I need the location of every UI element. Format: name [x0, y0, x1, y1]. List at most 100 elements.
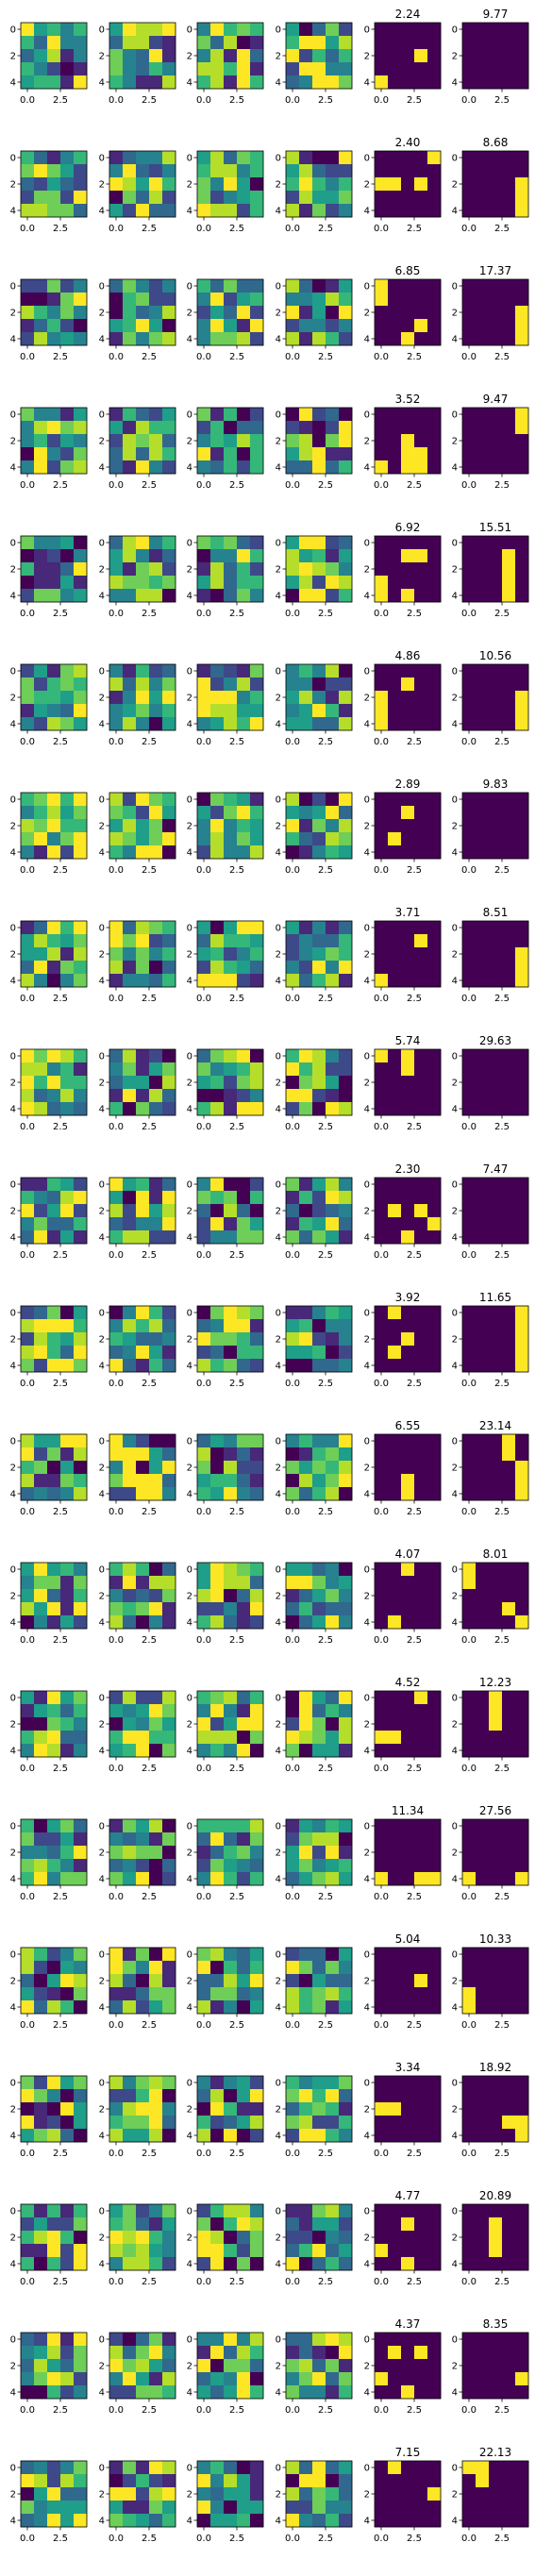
- heatmap-cell: [210, 2372, 225, 2386]
- heatmap-cell: [60, 1102, 75, 1116]
- x-tick-label: 0.0: [20, 994, 35, 1004]
- heatmap-cell: [74, 191, 88, 205]
- y-tick-label: 4: [364, 2132, 370, 2142]
- heatmap-cell: [414, 2385, 428, 2400]
- heatmap-cell: [210, 1704, 225, 1718]
- heatmap-cell: [375, 421, 389, 435]
- x-tick-label: 2.5: [53, 352, 68, 362]
- x-tick-label: 2.5: [318, 1250, 333, 1261]
- heatmap-cell: [339, 1474, 353, 1488]
- heatmap-cell: [401, 1089, 415, 1103]
- heatmap-cell: [149, 1717, 163, 1731]
- heatmap-cell: [197, 1191, 211, 1205]
- heatmap-cell: [502, 1487, 516, 1501]
- heatmap-cell: [162, 974, 176, 988]
- heatmap-cell: [210, 1589, 225, 1603]
- heatmap-cell: [462, 1819, 477, 1833]
- heatmap-cell: [326, 1859, 340, 1873]
- heatmap-cell: [47, 421, 61, 435]
- heatmap-cell: [47, 947, 61, 962]
- y-tick-label: 2: [276, 180, 281, 191]
- heatmap-cell: [401, 1859, 415, 1873]
- y-tick-label: 4: [276, 2132, 281, 2142]
- y-tick-label: 2: [10, 565, 16, 576]
- heatmap-cell: [312, 562, 326, 577]
- x-tick-label: 2.5: [318, 2405, 333, 2416]
- heatmap-cell: [515, 164, 529, 178]
- heatmap-cell: [109, 151, 124, 165]
- x-tick-label: 0.0: [285, 480, 300, 491]
- heatmap-cell: [197, 1589, 211, 1603]
- heatmap-cell: [136, 2257, 150, 2271]
- heatmap-cell: [312, 2461, 326, 2475]
- heatmap-cell: [21, 2501, 35, 2515]
- heatmap-cell: [224, 1447, 238, 1462]
- heatmap-cell: [502, 1563, 516, 1577]
- heatmap-cell: [197, 1346, 211, 1360]
- heatmap-cell: [489, 576, 503, 590]
- heatmap-cell: [47, 832, 61, 846]
- heatmap-cell: [326, 2346, 340, 2360]
- heatmap-cell: [197, 2244, 211, 2258]
- heatmap-cell: [250, 2461, 264, 2475]
- heatmap-cell: [224, 2346, 238, 2360]
- heatmap-cell: [224, 576, 238, 590]
- heatmap-cell: [197, 75, 211, 90]
- heatmap-cell: [476, 793, 490, 807]
- heatmap-cell: [286, 1602, 300, 1616]
- heatmap-cell: [74, 177, 88, 192]
- heatmap-cell: [47, 2244, 61, 2258]
- heatmap-cell: [489, 1846, 503, 1860]
- heatmap-cell: [375, 1576, 389, 1590]
- heatmap-cell: [388, 1319, 402, 1333]
- heatmap-cell: [414, 36, 428, 50]
- heatmap-cell: [237, 704, 251, 718]
- heatmap-cell: [299, 2076, 313, 2090]
- heatmap-cell: [109, 536, 124, 550]
- heatmap-cell: [60, 1859, 75, 1873]
- y-tick-label: 2: [187, 565, 192, 576]
- heatmap-cell: [136, 204, 150, 218]
- heatmap-cell: [502, 1230, 516, 1245]
- heatmap-cell: [109, 421, 124, 435]
- heatmap-cell: [210, 2116, 225, 2130]
- heatmap-cell: [109, 2129, 124, 2143]
- heatmap-cell: [401, 1576, 415, 1590]
- y-tick-label: 2: [364, 52, 370, 62]
- heatmap-cell: [375, 447, 389, 461]
- heatmap-cell: [326, 1576, 340, 1590]
- heatmap-cell: [339, 1230, 353, 1245]
- heatmap-cell: [462, 1961, 477, 1975]
- heatmap-cell: [489, 293, 503, 307]
- heatmap-cell: [149, 1076, 163, 1090]
- heatmap-cell: [136, 2461, 150, 2475]
- heatmap-cell: [34, 1217, 48, 1231]
- heatmap-cell: [74, 974, 88, 988]
- heatmap-cell: [502, 921, 516, 935]
- heatmap-cell: [489, 974, 503, 988]
- x-tick-label: 0.0: [461, 2534, 477, 2544]
- x-tick-label: 0.0: [374, 737, 389, 747]
- x-tick-label: 0.0: [20, 1379, 35, 1389]
- x-tick-label: 2.5: [494, 1379, 510, 1389]
- y-tick-label: 0: [10, 667, 16, 677]
- heatmap-cell: [224, 2333, 238, 2347]
- heatmap-cell: [489, 1306, 503, 1320]
- heatmap-cell: [34, 1474, 48, 1488]
- heatmap-cell: [326, 1089, 340, 1103]
- heatmap-cell: [489, 1717, 503, 1731]
- heatmap-cell: [136, 279, 150, 293]
- heatmap-cell: [489, 1832, 503, 1847]
- heatmap-cell: [197, 1987, 211, 2001]
- heatmap-cell: [489, 2501, 503, 2515]
- heatmap-cell: [123, 2204, 137, 2218]
- y-tick-label: 4: [452, 207, 458, 217]
- heatmap-cell: [197, 177, 211, 192]
- x-tick-label: 0.0: [20, 2405, 35, 2416]
- heatmap-cell: [149, 2244, 163, 2258]
- heatmap-cell: [502, 1474, 516, 1488]
